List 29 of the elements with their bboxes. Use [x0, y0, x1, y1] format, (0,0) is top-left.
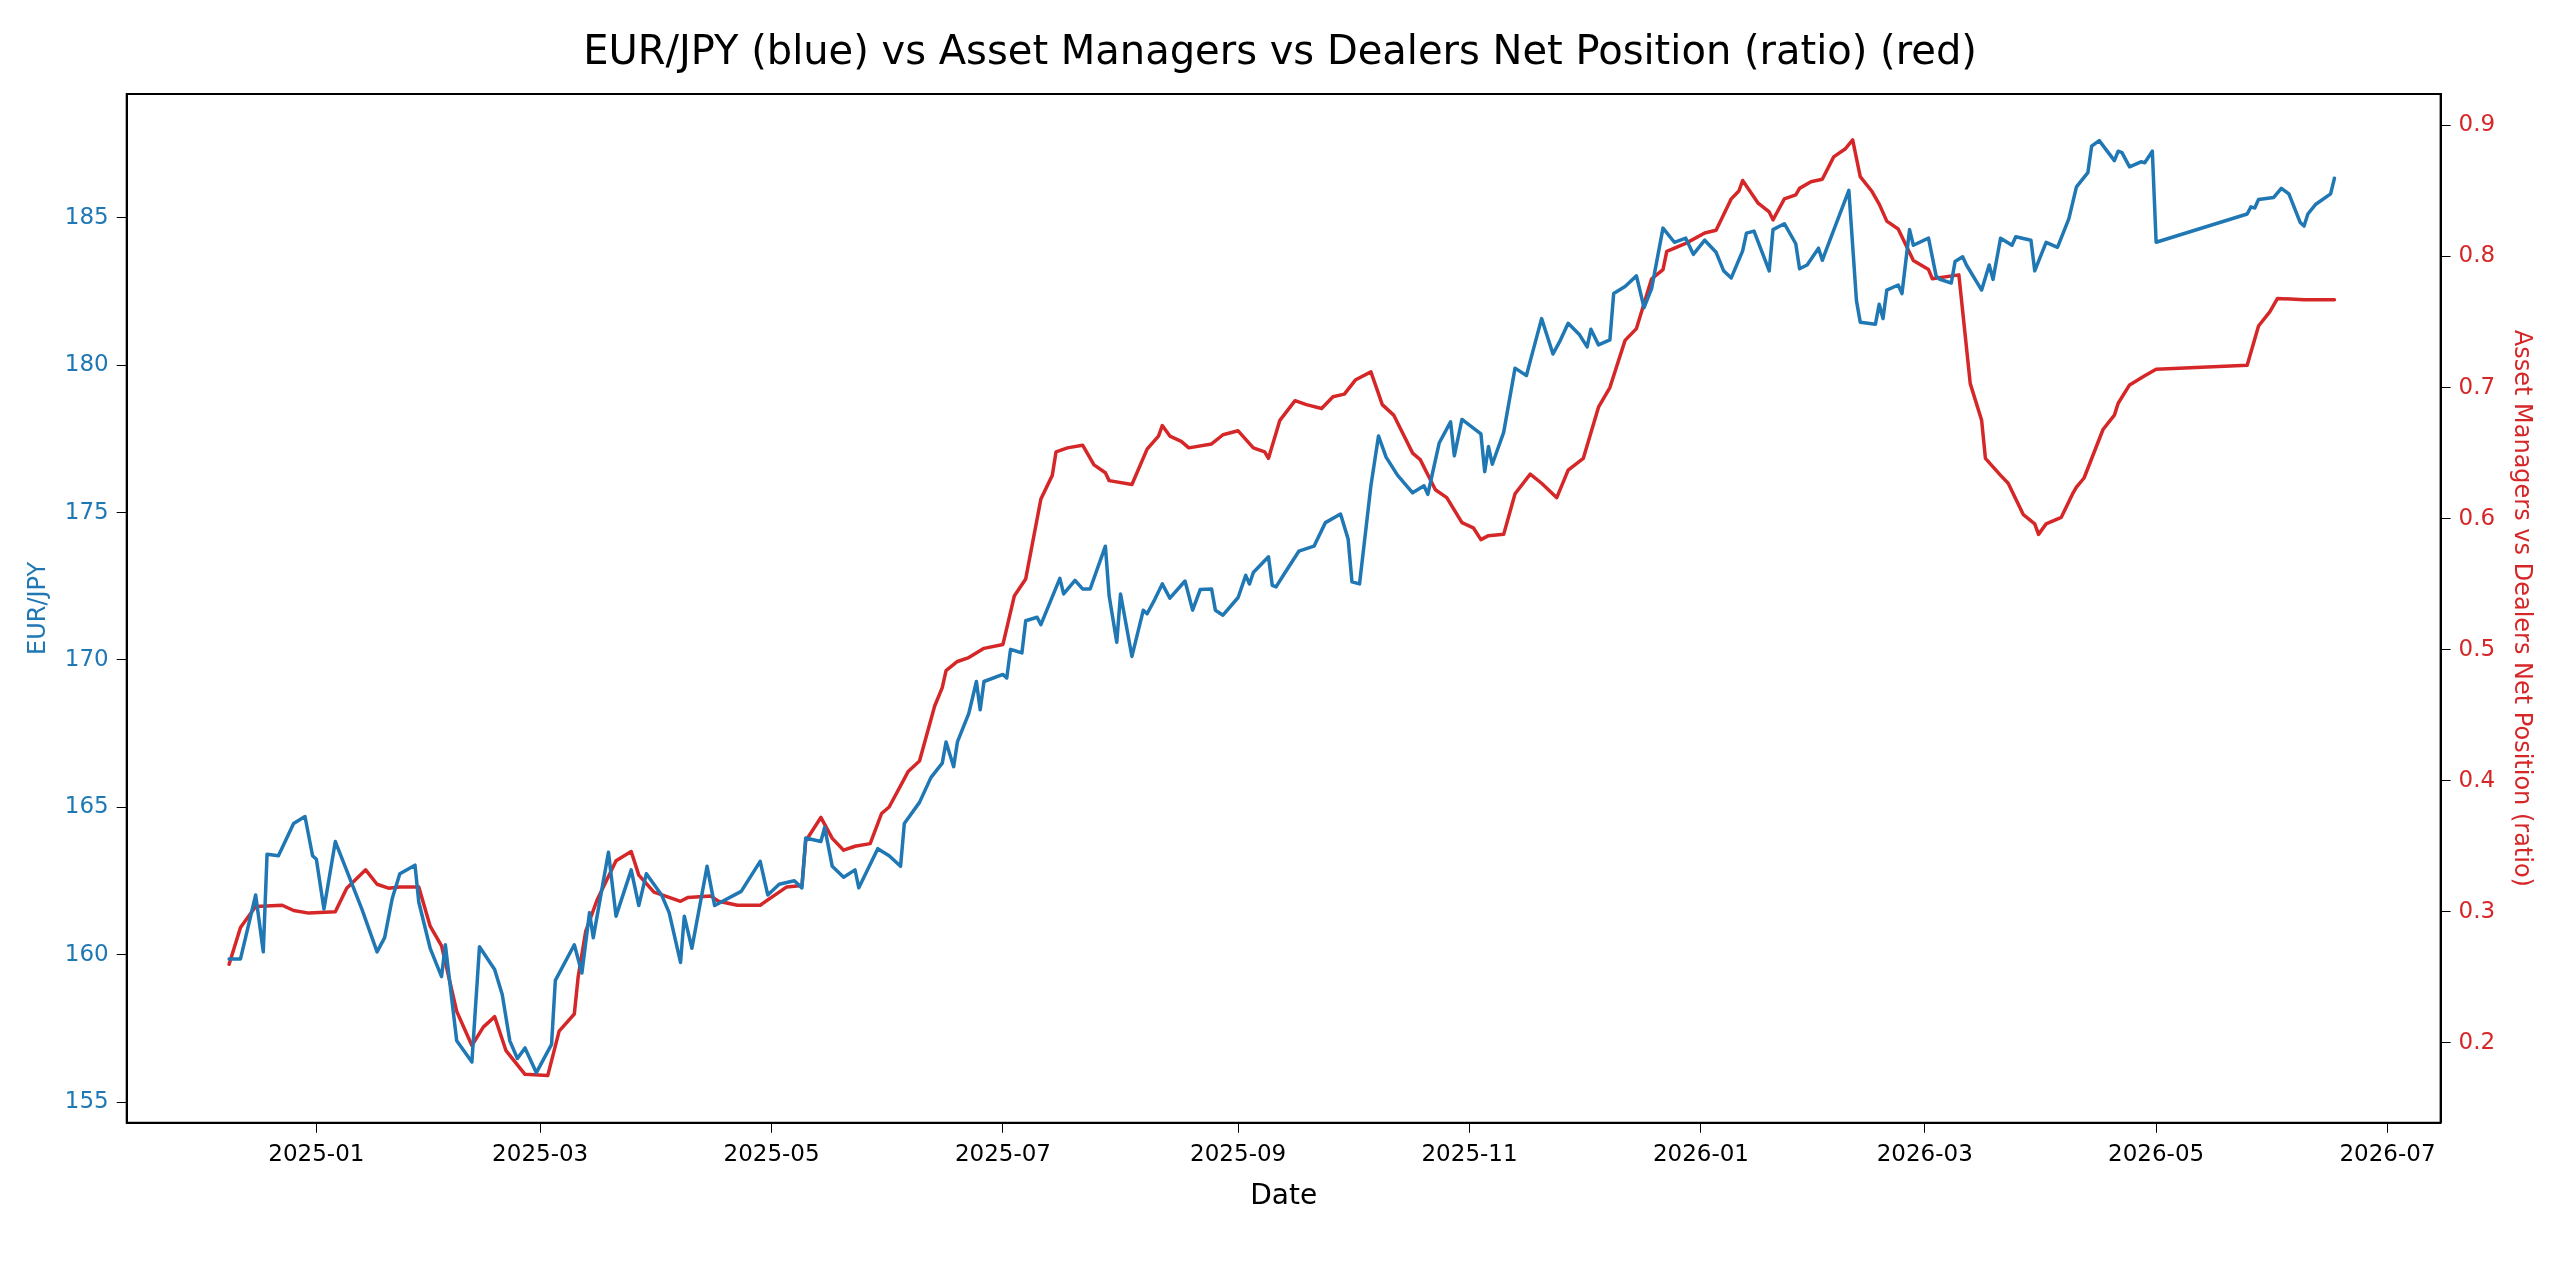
y2-tick-label: 0.2	[2458, 1027, 2496, 1054]
x-axis-title: Date	[1250, 1178, 1318, 1212]
y2-axis-title: Asset Managers vs Dealers Net Position (ratio)	[2509, 329, 2538, 887]
y2-tick-label: 0.3	[2458, 896, 2496, 923]
x-tick-label: 2026-01	[1652, 1139, 1749, 1166]
x-tick-label: 2025-01	[268, 1139, 365, 1166]
y2-tick-label: 0.4	[2458, 765, 2496, 792]
y2-tick-label: 0.8	[2458, 241, 2496, 268]
x-tick-label: 2025-07	[954, 1139, 1052, 1166]
y-axis-title: EUR/JPY	[22, 561, 51, 655]
y2-tick-label: 0.7	[2458, 372, 2496, 399]
y2-tick-label: 0.9	[2458, 110, 2496, 137]
x-tick-label: 2025-05	[723, 1139, 820, 1166]
y-tick-label: 165	[64, 792, 109, 819]
y-tick-label: 170	[64, 644, 109, 671]
x-tick-label: 2026-05	[2108, 1139, 2205, 1166]
y-tick-label: 155	[64, 1087, 109, 1114]
x-tick-label: 2025-03	[492, 1139, 589, 1166]
x-tick-label: 2026-03	[1876, 1139, 1973, 1166]
y-tick-label: 185	[64, 202, 109, 229]
y-tick-label: 160	[64, 939, 109, 966]
x-tick-label: 2026-07	[2339, 1139, 2436, 1166]
chart-title: EUR/JPY (blue) vs Asset Managers vs Dealers Net Position (ratio) (red)	[583, 27, 1977, 74]
y2-tick-label: 0.6	[2458, 503, 2496, 530]
x-tick-label: 2025-09	[1190, 1139, 1287, 1166]
y-tick-label: 180	[64, 350, 109, 377]
y-tick-label: 175	[64, 497, 109, 524]
y2-tick-label: 0.5	[2458, 634, 2496, 661]
x-tick-label: 2025-11	[1421, 1139, 1518, 1166]
